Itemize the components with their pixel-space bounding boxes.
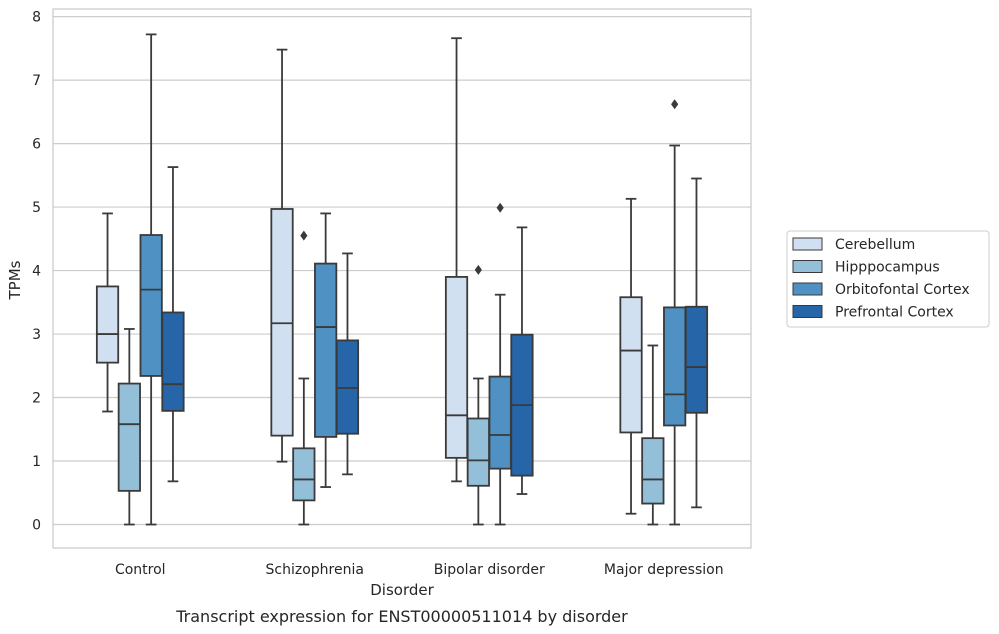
- legend-label: Hipppocampus: [835, 260, 940, 276]
- box-hipppocampus-3: [641, 344, 665, 526]
- box-orbitofontal-cortex-0: [139, 33, 163, 526]
- box-body: [684, 305, 709, 414]
- box-plot-area: [95, 33, 709, 526]
- legend-label: Orbitofontal Cortex: [835, 282, 970, 298]
- legend-swatch: [792, 237, 823, 251]
- box-cerebellum-0: [95, 212, 120, 413]
- outlier-point: [474, 264, 482, 275]
- x-tick-label: Control: [115, 562, 166, 578]
- outlier-point: [496, 202, 504, 213]
- box-body: [161, 311, 185, 412]
- box-cerebellum-1: [270, 48, 294, 463]
- x-tick-label: Bipolar disorder: [434, 562, 545, 578]
- legend-label: Cerebellum: [835, 237, 915, 253]
- box-body: [314, 262, 338, 438]
- box-cerebellum-3: [619, 197, 643, 515]
- y-tick-label: 4: [32, 264, 41, 280]
- plot-frame: [52, 8, 752, 549]
- y-axis-label: TPMs: [6, 260, 24, 300]
- box-body: [488, 375, 512, 470]
- box-body: [444, 276, 469, 459]
- x-tick-label: Schizophrenia: [266, 562, 364, 578]
- box-body: [335, 339, 360, 435]
- box-hipppocampus-1: [292, 230, 316, 526]
- y-tick-label: 3: [32, 327, 41, 343]
- box-orbitofontal-cortex-1: [314, 212, 338, 488]
- box-body: [619, 296, 643, 434]
- legend-swatch: [792, 282, 823, 296]
- box-hipppocampus-0: [117, 328, 141, 526]
- outlier-point: [671, 99, 679, 110]
- box-hipppocampus-2: [466, 264, 490, 526]
- x-tick-label: Major depression: [604, 562, 724, 578]
- box-prefrontal-cortex-2: [510, 226, 534, 495]
- box-body: [95, 285, 120, 364]
- y-axis-ticks: 0 1 2 3 4 5 6 7 8: [32, 10, 41, 534]
- box-prefrontal-cortex-1: [335, 252, 360, 476]
- outlier-point: [300, 230, 308, 241]
- legend-label: Prefrontal Cortex: [835, 305, 954, 321]
- y-tick-label: 8: [32, 10, 41, 26]
- box-orbitofontal-cortex-2: [488, 202, 512, 526]
- y-tick-label: 6: [32, 137, 41, 153]
- x-axis-label: Disorder: [370, 581, 434, 599]
- box-body: [139, 234, 163, 377]
- box-body: [117, 382, 141, 492]
- legend-frame: [786, 230, 990, 328]
- box-body: [641, 437, 665, 505]
- y-tick-label: 1: [32, 454, 41, 470]
- box-body: [466, 417, 490, 487]
- x-axis-ticks: Control Schizophrenia Bipolar disorder Majo…: [115, 562, 724, 578]
- box-cerebellum-2: [444, 37, 469, 483]
- y-tick-label: 0: [32, 518, 41, 534]
- y-tick-label: 7: [32, 73, 41, 89]
- y-tick-label: 5: [32, 200, 41, 216]
- box-prefrontal-cortex-3: [684, 177, 709, 509]
- legend-swatch: [792, 305, 823, 318]
- box-prefrontal-cortex-0: [161, 166, 185, 483]
- chart-caption: Transcript expression for ENST0000051101…: [175, 607, 628, 626]
- legend: Cerebellum Hipppocampus Orbitofontal Corte…: [786, 230, 990, 328]
- legend-swatch: [792, 260, 823, 273]
- box-body: [292, 447, 316, 502]
- box-body: [270, 208, 294, 437]
- box-body: [663, 306, 687, 427]
- y-tick-label: 2: [32, 391, 41, 407]
